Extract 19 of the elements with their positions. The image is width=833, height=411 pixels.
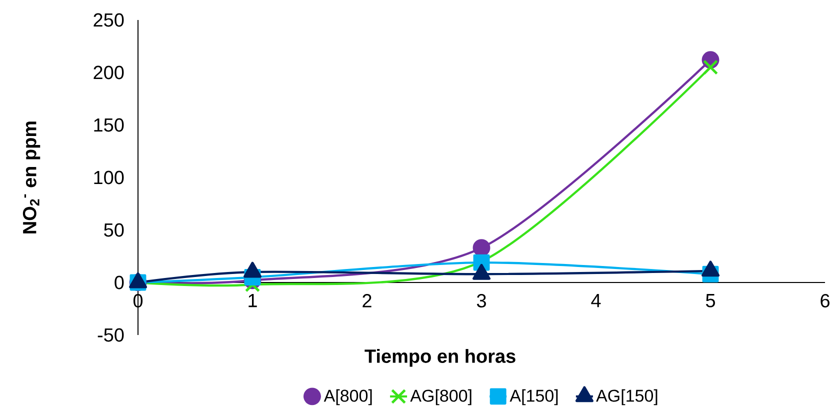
y-tick-label: 100 bbox=[94, 170, 124, 184]
x-tick-label: 3 bbox=[476, 294, 486, 308]
y-tick-label: -50 bbox=[98, 328, 124, 342]
y-tick-label: 200 bbox=[94, 66, 124, 80]
x-tick-label: 6 bbox=[820, 294, 830, 308]
x-tick-label: 5 bbox=[706, 294, 715, 308]
x-tick-label: 4 bbox=[591, 294, 601, 308]
x-axis-title: Tiempo en horas bbox=[364, 348, 516, 367]
x-tick-label: 2 bbox=[362, 294, 372, 308]
x-tick-label: 1 bbox=[248, 294, 257, 308]
y-tick-label: 150 bbox=[94, 118, 124, 132]
y-tick-label: 250 bbox=[94, 13, 124, 27]
y-tick-label: 50 bbox=[104, 223, 124, 237]
legend-label: A[800] bbox=[324, 389, 372, 406]
legend-label: AG[150] bbox=[596, 389, 658, 406]
legend-label: A[150] bbox=[510, 389, 558, 406]
legend-label: AG[800] bbox=[410, 389, 472, 406]
y-axis-title: NO$_{2}$$^{-}$ en ppm bbox=[22, 122, 40, 234]
y-tick-label: 0 bbox=[114, 276, 124, 290]
